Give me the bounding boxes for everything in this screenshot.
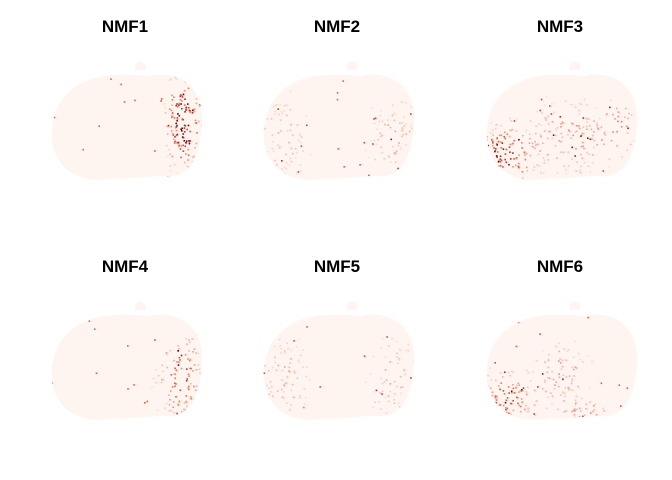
panel-title: NMF4: [102, 257, 149, 276]
tissue-map: [51, 61, 203, 180]
tissue-map: [51, 301, 203, 420]
panel-title: NMF6: [537, 257, 583, 276]
panel-nmf1: NMF1: [51, 17, 203, 180]
tissue-map: [263, 61, 415, 180]
panel-nmf2: NMF2: [263, 17, 415, 180]
panel-title: NMF5: [314, 257, 360, 276]
panel-title: NMF2: [314, 17, 360, 36]
tissue-map: [263, 301, 415, 420]
panel-nmf6: NMF6: [486, 257, 638, 420]
tissue-map: [486, 61, 638, 180]
panel-title: NMF3: [537, 17, 583, 36]
panel-nmf5: NMF5: [263, 257, 415, 420]
panel-nmf3: NMF3: [486, 17, 638, 180]
panel-title: NMF1: [102, 17, 148, 36]
tissue-map: [486, 301, 638, 420]
panel-nmf4: NMF4: [51, 257, 203, 420]
